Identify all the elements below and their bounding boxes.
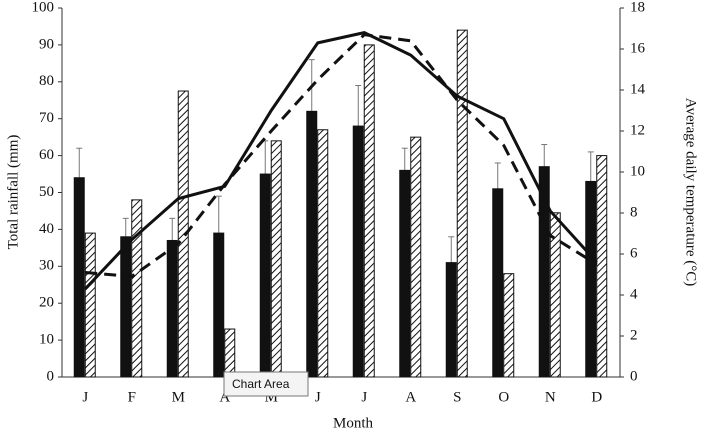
- y-tick-label: 70: [39, 110, 54, 126]
- y2-axis-title: Average daily temperature (°C): [683, 98, 699, 287]
- y2-tick-label: 2: [630, 327, 638, 343]
- y2-tick-label: 16: [630, 40, 646, 56]
- y2-tick-label: 8: [630, 204, 638, 220]
- bar: [166, 239, 178, 378]
- x-tick-label: J: [361, 389, 367, 405]
- line: [84, 31, 598, 290]
- bar: [538, 166, 550, 378]
- bar: [363, 44, 375, 378]
- y2-tick-label: 10: [630, 163, 645, 179]
- y-axis-title: Total rainfall (mm): [5, 135, 21, 250]
- y-tick-label: 60: [39, 147, 54, 163]
- bar: [410, 136, 422, 378]
- bar: [306, 110, 318, 378]
- y2-tick-label: 18: [630, 0, 645, 15]
- x-tick-label: N: [545, 389, 556, 405]
- bar: [84, 232, 96, 378]
- bar: [399, 169, 411, 378]
- line: [85, 33, 598, 279]
- bar: [120, 236, 132, 378]
- y2-tick-label: 12: [630, 122, 645, 138]
- bar: [317, 129, 329, 378]
- bar: [213, 232, 225, 378]
- y-tick-label: 100: [32, 0, 55, 15]
- x-tick-label: J: [315, 389, 321, 405]
- x-tick-label: A: [405, 389, 416, 405]
- bar: [270, 140, 282, 378]
- x-axis-title: Month: [333, 415, 374, 431]
- bar: [456, 29, 468, 378]
- x-tick-label: A: [219, 389, 230, 405]
- y2-tick-label: 0: [630, 368, 638, 384]
- x-tick-label: M: [172, 389, 185, 405]
- bar: [352, 125, 364, 378]
- bar: [549, 212, 561, 378]
- tooltip-box: [223, 371, 309, 397]
- y-tick-label: 10: [39, 332, 54, 348]
- bar: [259, 173, 271, 378]
- bar: [224, 328, 236, 378]
- bar: [585, 180, 597, 378]
- x-tick-label: J: [82, 389, 88, 405]
- bar: [503, 273, 515, 378]
- x-tick-label: F: [128, 389, 136, 405]
- x-tick-label: O: [498, 389, 509, 405]
- y-tick-label: 20: [39, 295, 54, 311]
- tooltip-text: Chart Area: [232, 377, 290, 391]
- bar: [492, 188, 504, 378]
- y-tick-label: 0: [47, 368, 55, 384]
- tooltip: Chart Area: [223, 371, 309, 397]
- bar: [131, 199, 143, 378]
- y2-tick-label: 14: [630, 81, 646, 97]
- bar: [445, 262, 457, 378]
- bar: [177, 90, 189, 378]
- x-tick-label: D: [591, 389, 602, 405]
- y2-tick-label: 4: [630, 286, 638, 302]
- y-tick-label: 50: [39, 184, 54, 200]
- x-tick-label: S: [453, 389, 461, 405]
- y2-tick-label: 6: [630, 245, 638, 261]
- y-tick-label: 80: [39, 73, 54, 89]
- bar: [73, 177, 85, 378]
- y-tick-label: 90: [39, 36, 54, 52]
- bar: [596, 155, 608, 378]
- y-tick-label: 40: [39, 221, 54, 237]
- y-tick-label: 30: [39, 258, 54, 274]
